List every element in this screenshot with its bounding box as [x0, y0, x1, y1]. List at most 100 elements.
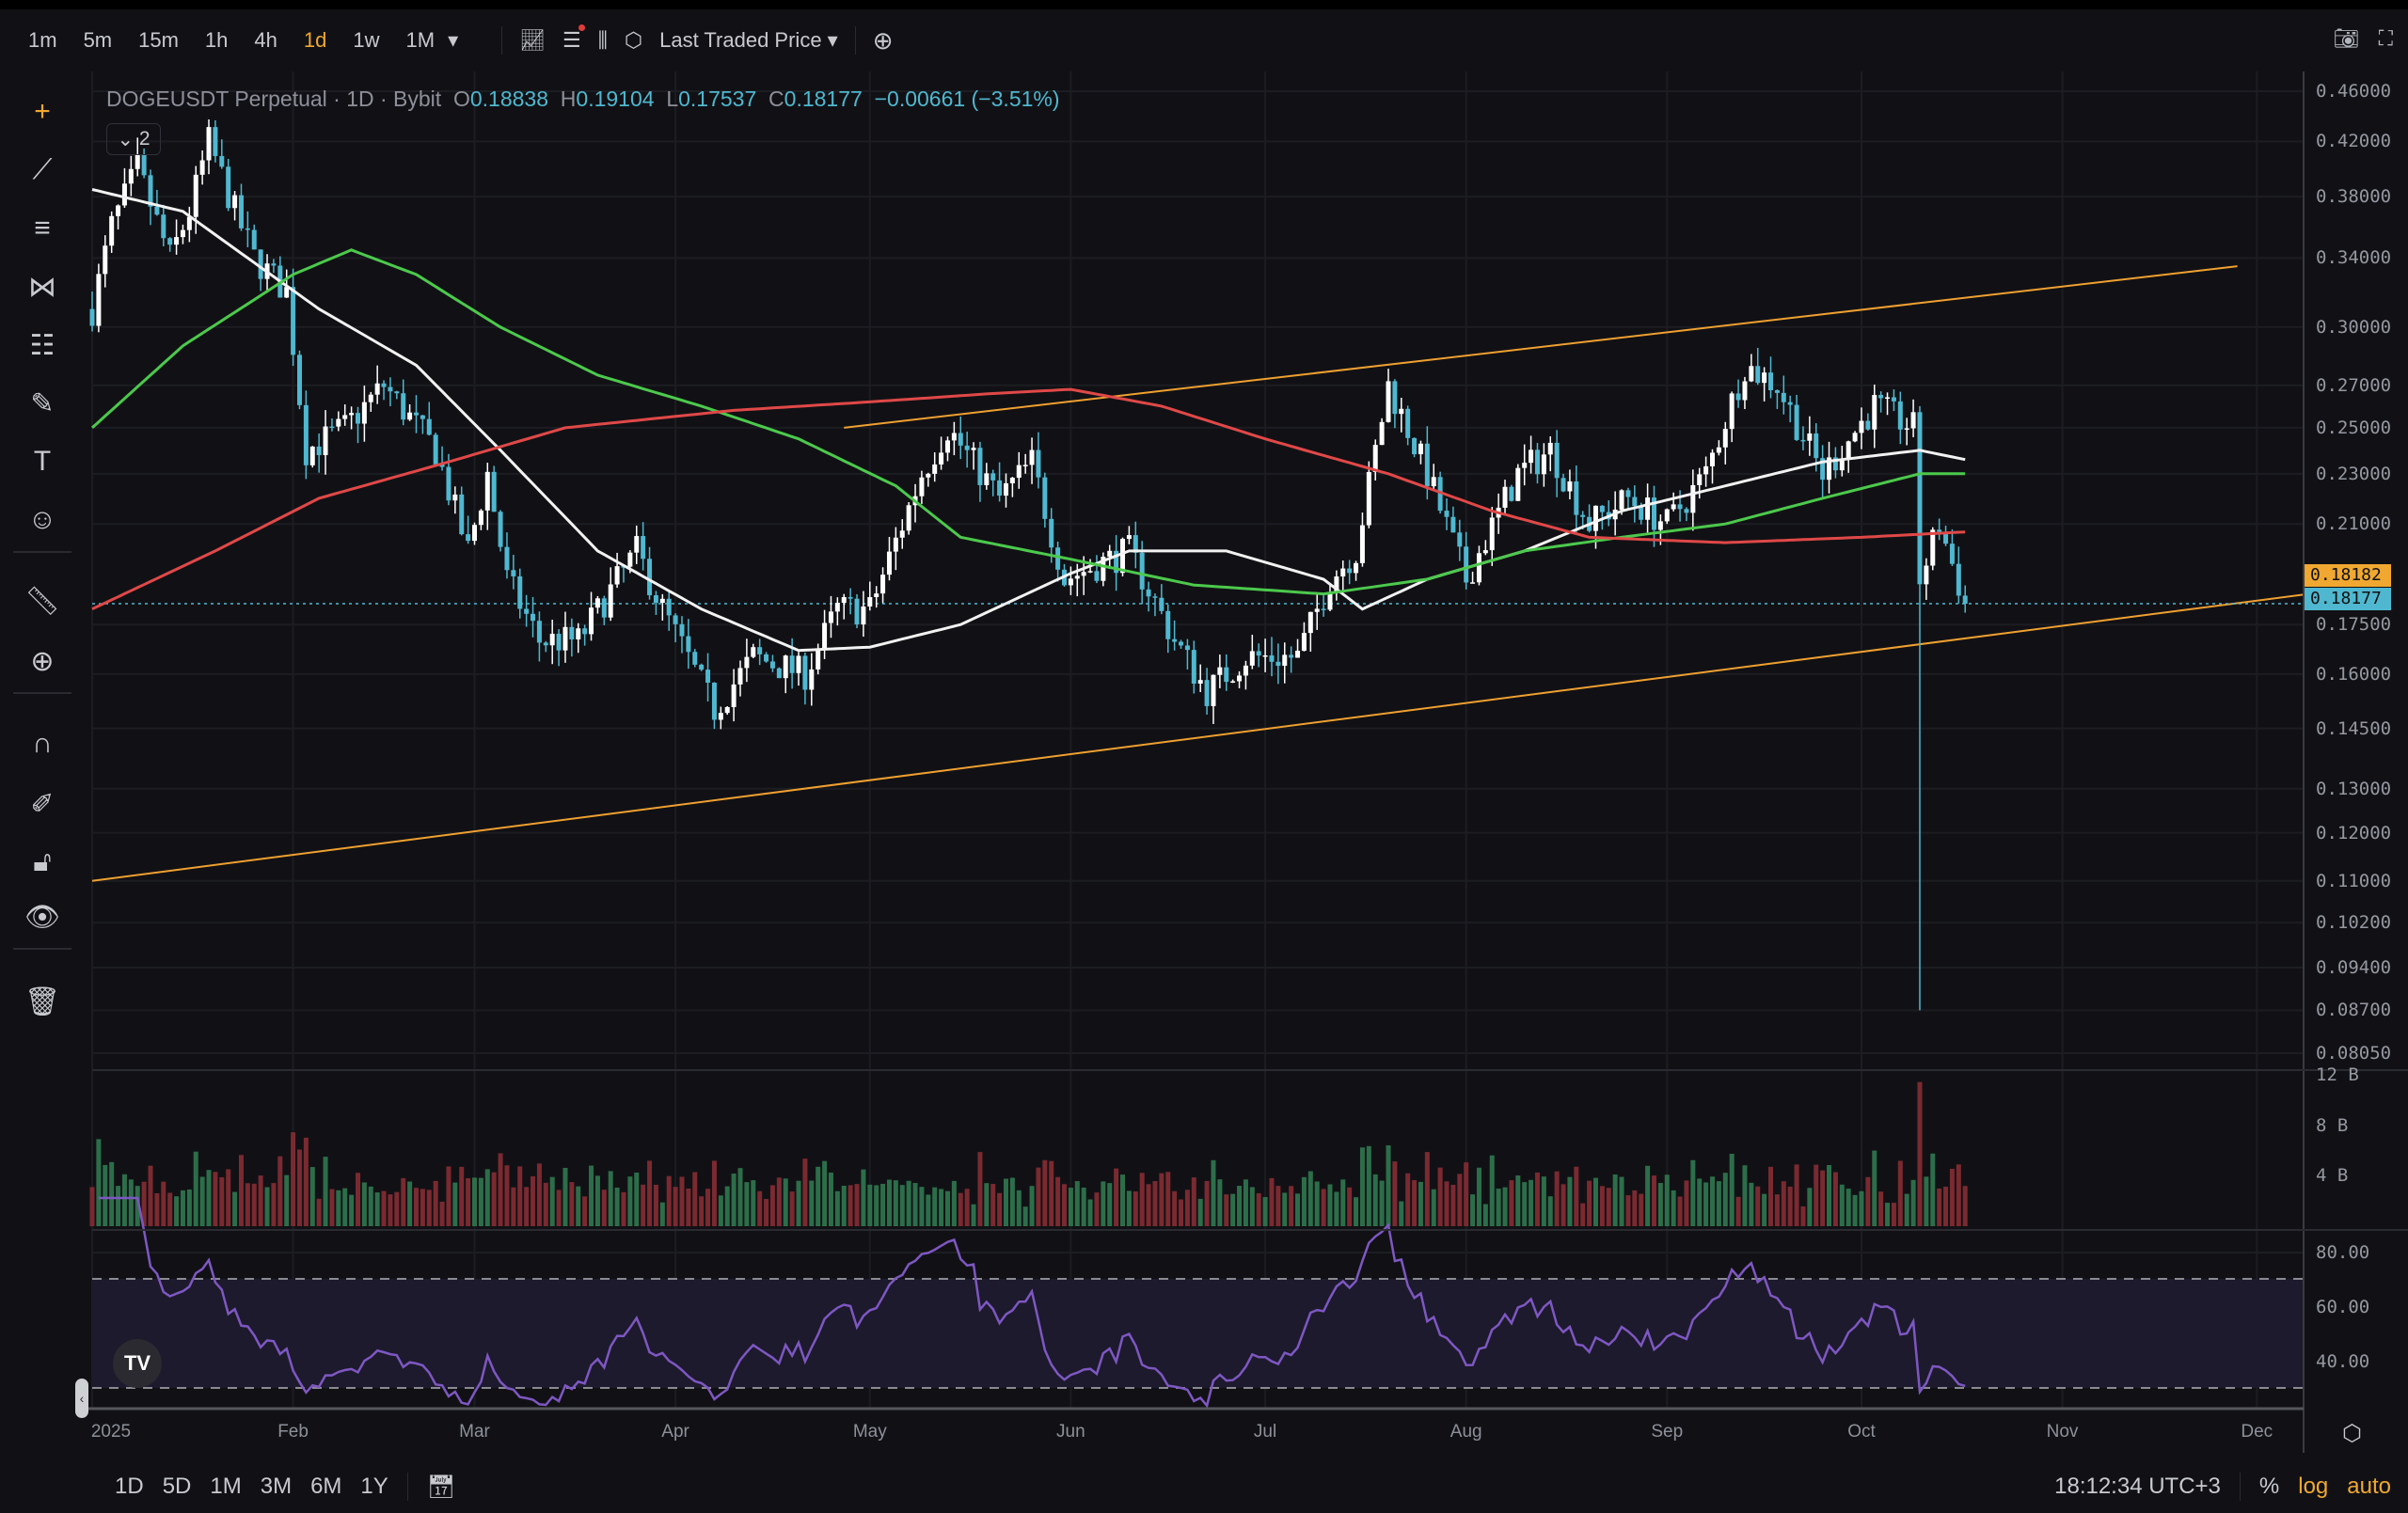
volume-bar — [1794, 1164, 1799, 1226]
magnet-icon[interactable]: ∩ — [32, 728, 53, 759]
indicators-icon[interactable]: ☰ — [562, 24, 585, 53]
candle-body — [926, 473, 931, 478]
candle-body — [433, 434, 438, 465]
volume-bar — [1541, 1176, 1546, 1226]
range-1M[interactable]: 1M — [210, 1474, 242, 1499]
timeframe-1w[interactable]: 1w — [353, 28, 380, 52]
volume-bar — [316, 1198, 322, 1226]
clock[interactable]: 18:12:34 UTC+3 — [2054, 1474, 2221, 1499]
range-5D[interactable]: 5D — [162, 1474, 192, 1499]
volume-bar — [1334, 1191, 1339, 1226]
settings-hex-icon[interactable]: ⬡ — [624, 28, 643, 52]
chart-type-icon[interactable]: 📈︎ — [519, 28, 547, 52]
candle-body — [174, 237, 180, 245]
candle-body — [459, 494, 465, 535]
volume-bar — [135, 1186, 140, 1226]
candle-body — [167, 238, 173, 245]
ruler-icon[interactable]: 📏︎ — [24, 585, 61, 617]
brush-icon[interactable]: ✎ — [30, 387, 55, 419]
volume-bar — [303, 1137, 309, 1226]
volume-bar — [1009, 1177, 1015, 1226]
horizontal-lines-icon[interactable]: ≡ — [34, 213, 51, 244]
auto-toggle[interactable]: auto — [2347, 1474, 2391, 1499]
candle-body — [1211, 674, 1216, 706]
add-plus-icon[interactable]: ⊕ — [872, 25, 894, 55]
candle-body — [971, 448, 976, 450]
candle-body — [1230, 681, 1236, 683]
candle-body — [128, 168, 134, 184]
trendline-icon[interactable]: ⟋ — [32, 154, 53, 185]
log-toggle[interactable]: log — [2298, 1474, 2329, 1499]
timeframe-1M[interactable]: 1M — [405, 28, 436, 52]
candle-body — [517, 575, 523, 609]
candle-body — [1029, 449, 1035, 465]
volume-bar — [1735, 1196, 1741, 1226]
volume-bar — [705, 1189, 711, 1226]
volume-bar — [1179, 1199, 1184, 1226]
rsi-path — [98, 1196, 1966, 1409]
volume-bar — [232, 1191, 238, 1226]
timeframe-1d[interactable]: 1d — [303, 28, 327, 52]
range-1Y[interactable]: 1Y — [360, 1474, 388, 1499]
volume-bar — [1904, 1193, 1909, 1226]
volume-bar — [1450, 1184, 1456, 1226]
candle-body — [666, 598, 672, 616]
timeframe-15m[interactable]: 15m — [138, 28, 179, 52]
fib-icon[interactable]: ☷ — [29, 329, 55, 361]
candles-icon[interactable]: ⫼ — [597, 28, 608, 52]
tradingview-logo[interactable]: TV — [113, 1339, 162, 1388]
candle-body — [245, 228, 250, 230]
axis-settings-icon[interactable]: ⬡ — [2342, 1421, 2362, 1446]
scroll-left-handle[interactable]: ‹ — [75, 1379, 88, 1418]
camera-icon[interactable]: 📷︎ — [2333, 26, 2360, 50]
volume-bar — [1152, 1181, 1158, 1226]
fullscreen-icon[interactable]: ⛶ — [2378, 26, 2393, 50]
trash-icon[interactable]: 🗑︎ — [24, 985, 61, 1017]
range-6M[interactable]: 6M — [310, 1474, 342, 1499]
candle-body — [388, 386, 393, 392]
volume-bar — [757, 1190, 763, 1226]
timeframe-dropdown-icon[interactable]: ▾ — [448, 28, 459, 52]
zoom-in-icon[interactable]: ⊕ — [30, 645, 55, 677]
text-icon[interactable]: T — [33, 446, 52, 477]
goto-date-icon[interactable]: 📅︎ — [426, 1474, 456, 1500]
volume-bar — [1359, 1147, 1365, 1226]
emoji-icon[interactable]: ☺ — [27, 504, 57, 535]
hide-eye-icon[interactable]: 👁︎ — [24, 901, 61, 933]
candle-body — [582, 628, 588, 635]
volume-bar — [1657, 1183, 1663, 1226]
symbol-label[interactable]: DOGEUSDT Perpetual · 1D · Bybit — [106, 87, 442, 111]
crosshair-icon[interactable]: + — [34, 96, 51, 127]
volume-bar — [1081, 1187, 1086, 1226]
volume-bar — [1684, 1180, 1689, 1226]
volume-bar — [1924, 1176, 1929, 1226]
pattern-icon[interactable]: ⋈ — [28, 271, 56, 303]
volume-bar — [939, 1189, 944, 1226]
volume-bar — [816, 1166, 821, 1226]
candle-body — [614, 566, 620, 585]
timeframe-4h[interactable]: 4h — [254, 28, 277, 52]
percent-toggle[interactable]: % — [2258, 1474, 2280, 1499]
indicators-collapse-button[interactable]: ⌄ 2 — [106, 123, 161, 155]
lock-drawing-icon[interactable]: ✐ — [30, 788, 55, 820]
volume-bar — [1120, 1174, 1126, 1226]
price-source-select[interactable]: Last Traded Price ▾ — [659, 28, 838, 52]
timeframe-5m[interactable]: 5m — [83, 28, 113, 52]
volume-bar — [1832, 1172, 1838, 1226]
timeframe-1m[interactable]: 1m — [28, 28, 57, 52]
candle-body — [744, 656, 750, 669]
volume-bar — [1762, 1193, 1767, 1226]
candle-body — [757, 647, 763, 654]
volume-bar — [1354, 1197, 1359, 1226]
timeframe-1h[interactable]: 1h — [204, 28, 229, 52]
unlock-icon[interactable]: 🔓︎ — [33, 846, 52, 877]
volume-axis-label: 8 B — [2316, 1115, 2349, 1136]
volume-bar — [1392, 1161, 1398, 1226]
range-1D[interactable]: 1D — [115, 1474, 144, 1499]
range-3M[interactable]: 3M — [260, 1474, 293, 1499]
candle-body — [1515, 467, 1521, 501]
candle-body — [420, 415, 425, 419]
candle-body — [1243, 665, 1248, 676]
volume-bar — [802, 1158, 808, 1226]
